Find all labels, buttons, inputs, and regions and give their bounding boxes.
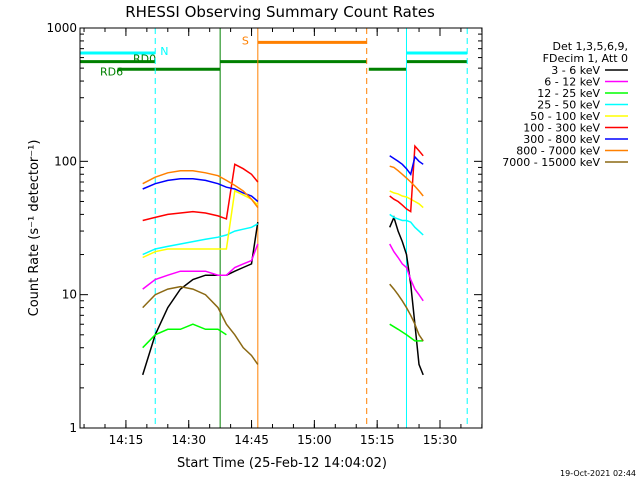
- x-tick-label: 15:30: [423, 433, 458, 447]
- series-line: [142, 163, 259, 222]
- legend-entry: 300 - 800 keV: [523, 133, 600, 146]
- series-lines: [141, 144, 424, 376]
- series-line: [389, 215, 424, 376]
- series-line: [142, 178, 259, 203]
- legend-header: Det 1,3,5,6,9,: [552, 40, 628, 53]
- y-tick-label: 100: [54, 154, 77, 168]
- flag-bar-label: S: [242, 34, 249, 47]
- legend-entry: 7000 - 15000 keV: [502, 156, 600, 169]
- flag-bar-label: N: [160, 45, 168, 58]
- series-line: [389, 213, 424, 236]
- x-tick-label: 14:30: [171, 433, 206, 447]
- plot-frame: [79, 27, 483, 429]
- series-line: [389, 190, 424, 209]
- series-line: [389, 283, 424, 342]
- y-tick-label: 10: [62, 288, 77, 302]
- series-line: [142, 323, 227, 349]
- series-line: [142, 169, 259, 209]
- series-line: [389, 165, 424, 197]
- x-tick-label: 15:15: [360, 433, 395, 447]
- x-axis: 14:15 14:30 14:45 15:00 15:15 15:30: [83, 28, 483, 447]
- legend-entry: 25 - 50 keV: [537, 99, 600, 112]
- legend: Det 1,3,5,6,9,FDecim 1, Att 03 - 6 keV6 …: [502, 40, 628, 169]
- series-line: [389, 144, 424, 213]
- legend-entry: 800 - 7000 keV: [516, 145, 600, 158]
- legend-entry: 6 - 12 keV: [544, 76, 600, 89]
- series-line: [389, 323, 424, 342]
- flag-bar-label: RD0: [133, 53, 156, 66]
- x-tick-label: 15:00: [297, 433, 332, 447]
- legend-entry: 3 - 6 keV: [551, 64, 600, 77]
- y-tick-label: 1: [69, 421, 77, 435]
- legend-entry: 12 - 25 keV: [537, 87, 600, 100]
- series-line: [389, 243, 424, 302]
- y-axis: 1 10 100 1000: [46, 21, 482, 435]
- x-tick-label: 14:15: [109, 433, 144, 447]
- x-axis-label: Start Time (25-Feb-12 14:04:02): [177, 456, 387, 471]
- series-line: [141, 221, 259, 376]
- series-line: [142, 285, 259, 365]
- flag-bars: N S RD0 RD6: [80, 34, 468, 78]
- vertical-markers: [154, 28, 468, 428]
- x-tick-label: 14:45: [234, 433, 269, 447]
- legend-header: FDecim 1, Att 0: [543, 52, 628, 65]
- y-axis-label: Count Rate (s⁻¹ detector⁻¹): [27, 140, 42, 317]
- legend-entry: 100 - 300 keV: [523, 122, 600, 135]
- series-line: [142, 189, 259, 259]
- footer-date: 19-Oct-2021 02:44: [560, 469, 636, 478]
- series-line: [389, 155, 424, 177]
- y-tick-label: 1000: [46, 21, 77, 35]
- series-line: [142, 223, 259, 256]
- series-line: [142, 243, 259, 290]
- flag-bar-label: RD6: [100, 65, 123, 78]
- chart-title: RHESSI Observing Summary Count Rates: [125, 3, 435, 21]
- legend-entry: 50 - 100 keV: [530, 110, 600, 123]
